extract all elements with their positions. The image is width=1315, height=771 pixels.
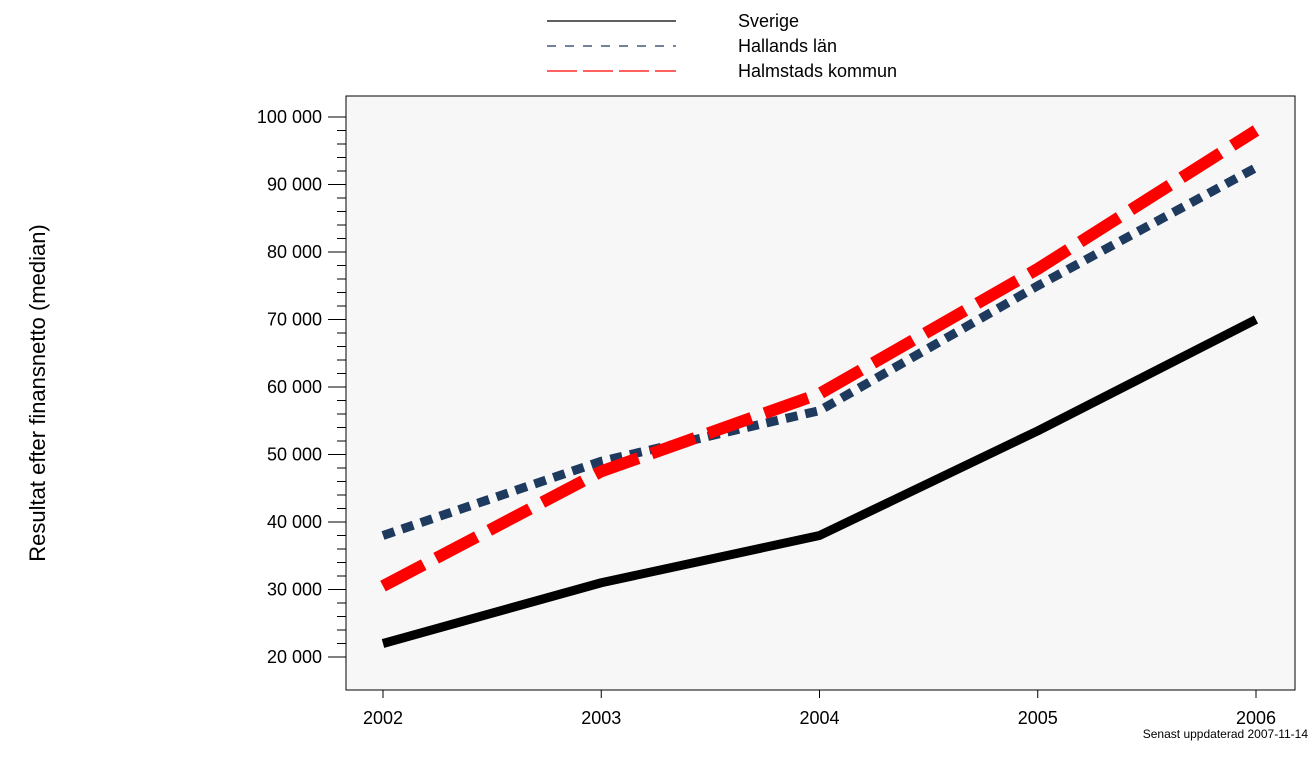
y-tick-label: 50 000 — [267, 445, 322, 465]
y-axis: 20 000 30 000 40 000 50 000 60 000 70 000 80 0… — [257, 107, 346, 667]
x-tick-label: 2004 — [799, 708, 839, 728]
plot-area — [345, 95, 1296, 691]
y-tick-label: 30 000 — [267, 580, 322, 600]
y-tick-label: 70 000 — [267, 310, 322, 330]
series-line-1 — [381, 163, 1259, 540]
series-line-2 — [380, 125, 1260, 592]
series-lines — [380, 125, 1260, 648]
y-tick-label: 20 000 — [267, 647, 322, 667]
y-tick-label: 90 000 — [267, 175, 322, 195]
x-tick-label: 2002 — [363, 708, 403, 728]
legend-label: Hallands län — [738, 36, 837, 56]
y-tick-label: 80 000 — [267, 242, 322, 262]
legend-label: Sverige — [738, 11, 799, 31]
x-tick-label: 2003 — [581, 708, 621, 728]
series-line-0 — [381, 315, 1259, 648]
y-tick-label: 40 000 — [267, 512, 322, 532]
legend-label: Halmstads kommun — [738, 61, 897, 81]
y-axis-label: Resultat efter finansnetto (median) — [25, 224, 50, 562]
x-tick-label: 2006 — [1236, 708, 1276, 728]
legend: Sverige Hallands län Halmstads kommun — [547, 11, 897, 81]
last-updated-note: Senast uppdaterad 2007-11-14 — [1142, 727, 1308, 741]
x-tick-label: 2005 — [1018, 708, 1058, 728]
x-axis: 2002 2003 2004 2005 2006 — [363, 690, 1276, 728]
y-tick-label: 100 000 — [257, 107, 322, 127]
y-tick-label: 60 000 — [267, 377, 322, 397]
